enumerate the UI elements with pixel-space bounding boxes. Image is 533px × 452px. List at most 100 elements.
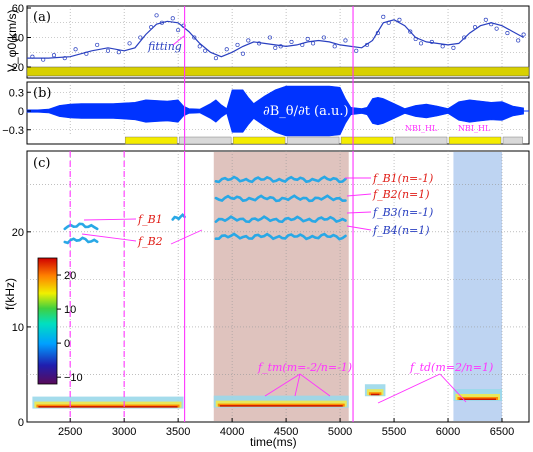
data-point: [408, 29, 413, 34]
shaded-region: [213, 152, 349, 421]
data-point: [192, 35, 197, 40]
data-point: [505, 31, 510, 36]
data-point: [154, 13, 159, 18]
data-point: [516, 38, 521, 43]
panel-c-vertical-lines: [69, 6, 354, 422]
panel-a-yellow-bar: [26, 66, 530, 77]
data-point: [321, 35, 326, 40]
data-point: [278, 44, 283, 49]
b-ytick-label: 0: [18, 106, 24, 118]
colorbar-tick-label: 20: [64, 270, 76, 282]
nbi-bar: [232, 136, 286, 145]
annotation-arrows: [81, 177, 467, 404]
panel-c-label: (c): [33, 156, 50, 171]
data-point: [51, 53, 57, 58]
nbi-bar: [178, 136, 232, 145]
data-point: [224, 47, 229, 52]
data-point: [62, 56, 67, 61]
panel-a-series: [27, 13, 526, 62]
panel-a-gridlines: [27, 6, 529, 67]
data-point: [494, 26, 499, 31]
data-point: [343, 38, 348, 43]
c-xtick-label: 3500: [166, 426, 190, 438]
data-point: [521, 32, 526, 37]
data-point: [240, 51, 245, 56]
data-point: [273, 45, 278, 50]
data-point: [170, 16, 175, 21]
data-point: [30, 54, 35, 59]
annotation-ftm: f_tm(m=-2/n=-1): [257, 361, 352, 374]
c-xtick-label: 4500: [274, 426, 298, 438]
panel-a-y-ticks: 20 40 60: [12, 3, 31, 74]
nbi-bar: [394, 136, 448, 145]
c-ytick-label: 20: [12, 227, 24, 239]
panel-a-frame: [26, 5, 530, 79]
nbi-bar: [340, 136, 394, 145]
shaded-region: [453, 152, 503, 421]
a-ytick-label: 40: [12, 33, 24, 45]
data-point: [462, 35, 467, 40]
annotation-fb1-n-1: f_B1(n=-1): [372, 172, 433, 185]
nbi-bar: [502, 136, 523, 145]
panel-a: (a) fitting 20 40 60 V_φ0(km/s): [5, 3, 530, 79]
low-freq-peak: [219, 405, 343, 407]
panel-c-x-ticks: 2500 3000 3500 4000 4500 5000 5500 6000 6500: [58, 418, 514, 438]
low-freq-peak: [38, 406, 178, 408]
data-point: [451, 45, 456, 50]
c-xtick-label: 6000: [436, 426, 460, 438]
data-point: [159, 20, 164, 25]
mode-band: [171, 212, 186, 221]
annotation-fb2-n1: f_B2(n=1): [372, 188, 430, 201]
data-point: [311, 41, 316, 46]
data-point: [127, 41, 132, 46]
c-ytick-label: 10: [12, 322, 24, 334]
colorbar-tick-label: 0: [64, 338, 70, 350]
panel-b-signal: [26, 85, 529, 137]
data-point: [95, 42, 100, 47]
data-point: [235, 42, 240, 47]
a-ytick-label: 60: [12, 3, 24, 15]
nbi-bar: [448, 136, 502, 145]
data-point: [418, 41, 424, 46]
c-xtick-label: 6500: [490, 426, 514, 438]
colorbar-tick-label: −10: [64, 372, 83, 384]
data-point: [105, 48, 111, 53]
annotation-fb3-n-1: f_B3(n=-1): [372, 206, 433, 219]
panel-c-mode-bands: [63, 175, 347, 245]
panel-a-y-axis-label: V_φ0(km/s): [5, 10, 19, 72]
panel-b-y-ticks: −0.3 0 0.3: [2, 87, 31, 137]
panel-c: (c) −10 0 10 20 f_B1(n=-1) f_B2(n=1) f_B3(n…: [3, 6, 530, 449]
data-point: [365, 42, 370, 47]
colorbar-gradient: [37, 257, 58, 385]
colorbar-tick-label: 10: [64, 304, 76, 316]
data-point: [483, 17, 488, 22]
c-xtick-label: 4000: [220, 426, 244, 438]
low-freq-peak: [459, 398, 497, 400]
data-point: [440, 44, 445, 49]
c-xtick-label: 3000: [112, 426, 136, 438]
c-ytick-label: 0: [18, 417, 24, 429]
data-point: [41, 57, 46, 62]
colorbar: −10 0 10 20: [37, 257, 83, 385]
data-point: [138, 35, 143, 40]
data-point: [246, 38, 251, 43]
panel-c-x-axis-label: time(ms): [250, 435, 297, 449]
data-point: [332, 44, 337, 49]
data-point: [381, 14, 386, 19]
panel-a-annotation: fitting: [147, 40, 182, 53]
colorbar-ticks: −10 0 10 20: [57, 270, 83, 384]
panel-c-y-axis-label: f(kHz): [3, 278, 17, 310]
panel-b-signal-label: ∂B_θ/∂t (a.u.): [263, 104, 349, 119]
data-point: [197, 44, 202, 49]
data-point: [386, 20, 391, 25]
mode-band: [63, 236, 99, 245]
b-ytick-label: 0.3: [9, 87, 24, 99]
data-point: [289, 39, 294, 44]
data-point: [300, 42, 305, 47]
nbi-label-1: NBI_HL: [405, 124, 438, 133]
data-point: [73, 47, 78, 52]
data-point: [305, 36, 310, 42]
b-ytick-label: −0.3: [2, 125, 24, 137]
panel-b-label: (b): [33, 86, 51, 101]
panel-b-nbi-bars: [124, 136, 523, 145]
